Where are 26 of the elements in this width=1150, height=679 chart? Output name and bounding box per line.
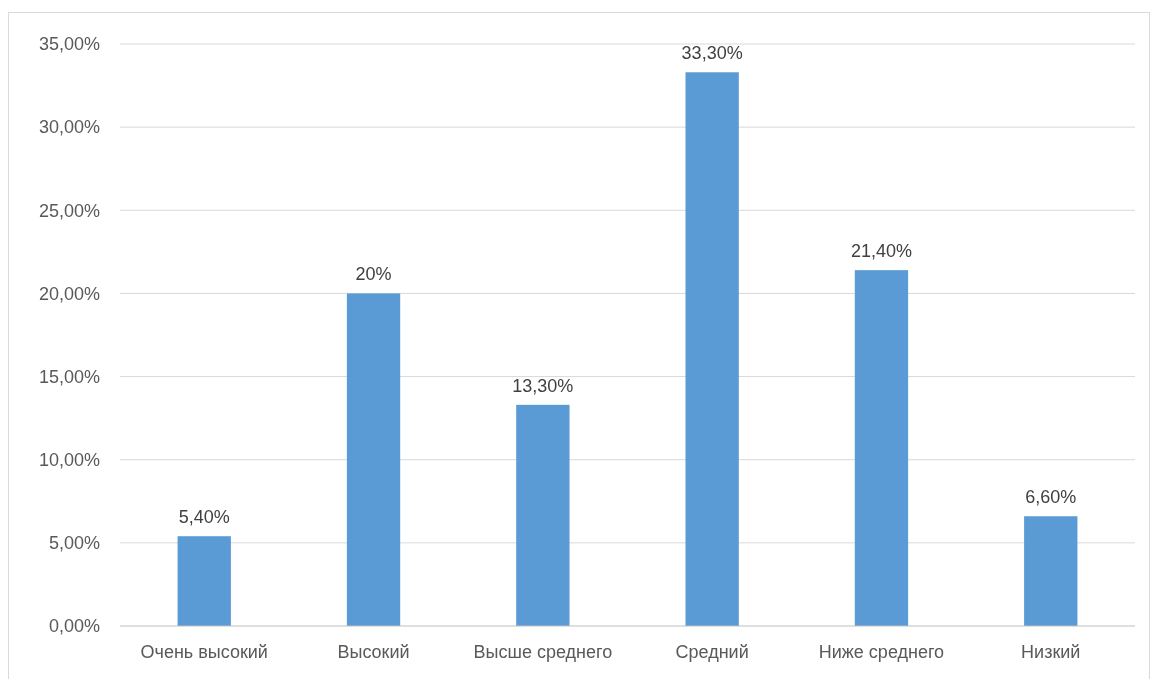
- bar: [516, 404, 570, 626]
- x-tick-label: Высокий: [337, 642, 410, 662]
- x-tick-label: Ниже среднего: [818, 642, 945, 662]
- data-label: 21,40%: [850, 241, 912, 262]
- x-tick-label: Высше среднего: [473, 642, 613, 662]
- y-tick-label: 25,00%: [38, 200, 100, 221]
- data-label: 20%: [355, 264, 392, 285]
- x-tick-label: Низкий: [1021, 642, 1081, 662]
- x-tick-label: Очень высокий: [140, 642, 268, 662]
- data-label: 33,30%: [681, 43, 743, 64]
- bar: [177, 536, 231, 626]
- bar: [346, 293, 401, 626]
- y-tick-label: 0,00%: [48, 616, 100, 637]
- bar: [685, 72, 739, 626]
- bar: [854, 270, 909, 626]
- data-label: 5,40%: [178, 507, 230, 528]
- y-tick-label: 30,00%: [38, 117, 100, 138]
- y-tick-label: 20,00%: [38, 283, 100, 304]
- bar: [1024, 516, 1078, 626]
- y-tick-label: 15,00%: [38, 366, 100, 387]
- data-label: 13,30%: [512, 375, 574, 396]
- y-tick-label: 10,00%: [38, 450, 100, 471]
- y-tick-label: 35,00%: [38, 34, 100, 55]
- x-tick-label: Средний: [675, 642, 749, 662]
- y-tick-label: 5,00%: [48, 533, 100, 554]
- data-label: 6,60%: [1025, 487, 1077, 508]
